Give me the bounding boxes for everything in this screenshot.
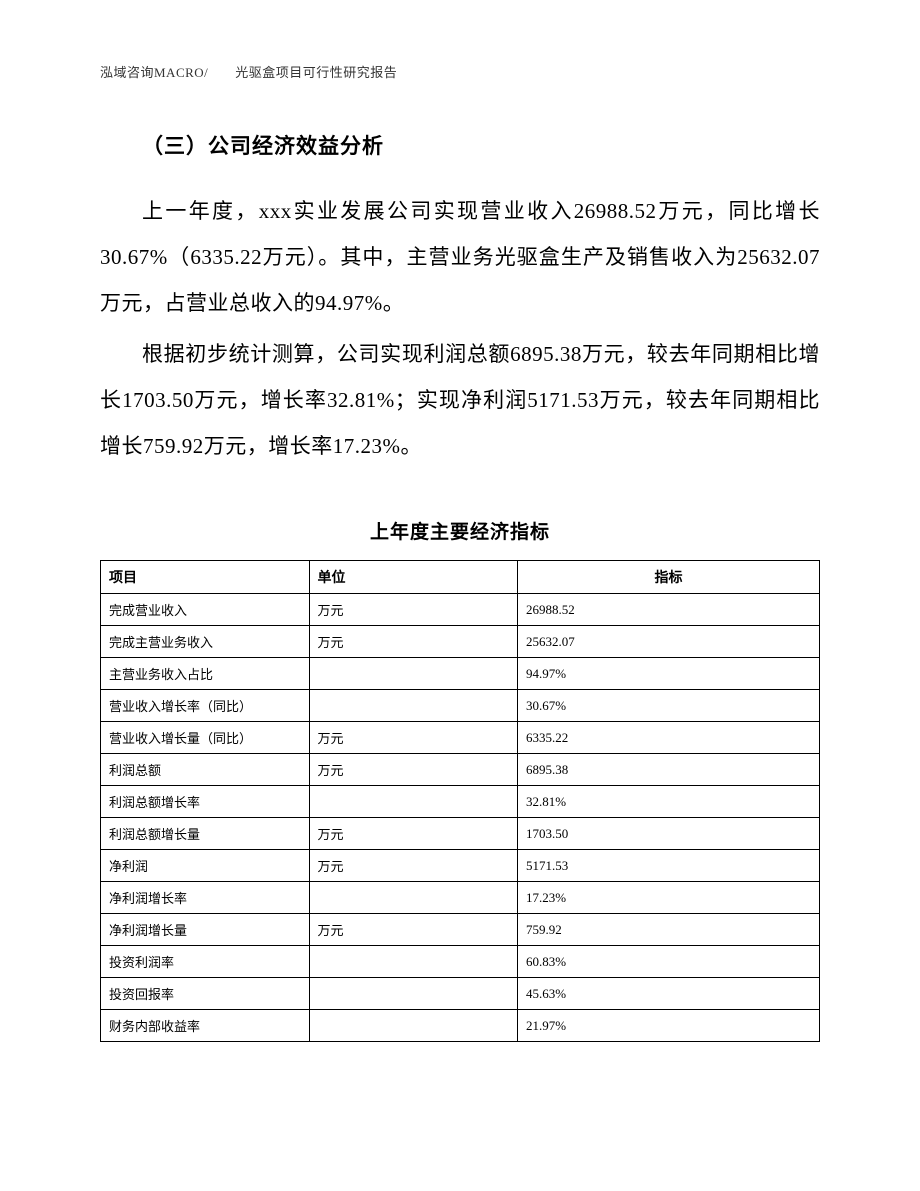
cell-project: 利润总额增长率	[101, 786, 310, 818]
cell-indicator: 759.92	[518, 914, 820, 946]
cell-unit	[309, 658, 518, 690]
paragraph-2: 根据初步统计测算，公司实现利润总额6895.38万元，较去年同期相比增长1703…	[100, 331, 820, 470]
col-header-indicator: 指标	[518, 561, 820, 594]
cell-project: 净利润增长量	[101, 914, 310, 946]
table-row: 完成营业收入 万元 26988.52	[101, 594, 820, 626]
table-row: 净利润增长率 17.23%	[101, 882, 820, 914]
cell-unit	[309, 946, 518, 978]
cell-indicator: 6895.38	[518, 754, 820, 786]
cell-project: 营业收入增长量（同比）	[101, 722, 310, 754]
table-row: 财务内部收益率 21.97%	[101, 1010, 820, 1042]
cell-unit	[309, 882, 518, 914]
cell-project: 净利润增长率	[101, 882, 310, 914]
table-row: 投资回报率 45.63%	[101, 978, 820, 1010]
cell-project: 净利润	[101, 850, 310, 882]
cell-project: 财务内部收益率	[101, 1010, 310, 1042]
cell-unit	[309, 786, 518, 818]
cell-project: 利润总额增长量	[101, 818, 310, 850]
table-title: 上年度主要经济指标	[100, 517, 820, 544]
cell-indicator: 6335.22	[518, 722, 820, 754]
page-header: 泓域咨询MACRO/ 光驱盒项目可行性研究报告	[100, 62, 397, 81]
economic-indicators-table: 项目 单位 指标 完成营业收入 万元 26988.52 完成主营业务收入 万元 …	[100, 560, 820, 1042]
cell-indicator: 32.81%	[518, 786, 820, 818]
cell-unit: 万元	[309, 594, 518, 626]
cell-project: 利润总额	[101, 754, 310, 786]
cell-unit: 万元	[309, 754, 518, 786]
col-header-unit: 单位	[309, 561, 518, 594]
cell-indicator: 5171.53	[518, 850, 820, 882]
cell-unit: 万元	[309, 626, 518, 658]
table-row: 投资利润率 60.83%	[101, 946, 820, 978]
cell-indicator: 26988.52	[518, 594, 820, 626]
cell-project: 投资回报率	[101, 978, 310, 1010]
cell-unit: 万元	[309, 850, 518, 882]
table-row: 利润总额增长率 32.81%	[101, 786, 820, 818]
cell-unit	[309, 690, 518, 722]
section-heading: （三）公司经济效益分析	[100, 130, 820, 160]
cell-project: 完成主营业务收入	[101, 626, 310, 658]
paragraph-1: 上一年度，xxx实业发展公司实现营业收入26988.52万元，同比增长30.67…	[100, 188, 820, 327]
cell-project: 主营业务收入占比	[101, 658, 310, 690]
cell-unit: 万元	[309, 722, 518, 754]
table-row: 利润总额 万元 6895.38	[101, 754, 820, 786]
cell-indicator: 94.97%	[518, 658, 820, 690]
table-row: 营业收入增长量（同比） 万元 6335.22	[101, 722, 820, 754]
cell-unit: 万元	[309, 818, 518, 850]
col-header-project: 项目	[101, 561, 310, 594]
cell-project: 营业收入增长率（同比）	[101, 690, 310, 722]
cell-project: 投资利润率	[101, 946, 310, 978]
cell-indicator: 60.83%	[518, 946, 820, 978]
table-row: 主营业务收入占比 94.97%	[101, 658, 820, 690]
main-content: （三）公司经济效益分析 上一年度，xxx实业发展公司实现营业收入26988.52…	[100, 130, 820, 1042]
cell-indicator: 17.23%	[518, 882, 820, 914]
table-row: 完成主营业务收入 万元 25632.07	[101, 626, 820, 658]
table-row: 利润总额增长量 万元 1703.50	[101, 818, 820, 850]
cell-indicator: 45.63%	[518, 978, 820, 1010]
cell-indicator: 25632.07	[518, 626, 820, 658]
table-row: 净利润 万元 5171.53	[101, 850, 820, 882]
cell-unit	[309, 1010, 518, 1042]
cell-unit: 万元	[309, 914, 518, 946]
cell-indicator: 30.67%	[518, 690, 820, 722]
table-header-row: 项目 单位 指标	[101, 561, 820, 594]
cell-project: 完成营业收入	[101, 594, 310, 626]
cell-unit	[309, 978, 518, 1010]
table-row: 净利润增长量 万元 759.92	[101, 914, 820, 946]
cell-indicator: 21.97%	[518, 1010, 820, 1042]
cell-indicator: 1703.50	[518, 818, 820, 850]
table-row: 营业收入增长率（同比） 30.67%	[101, 690, 820, 722]
